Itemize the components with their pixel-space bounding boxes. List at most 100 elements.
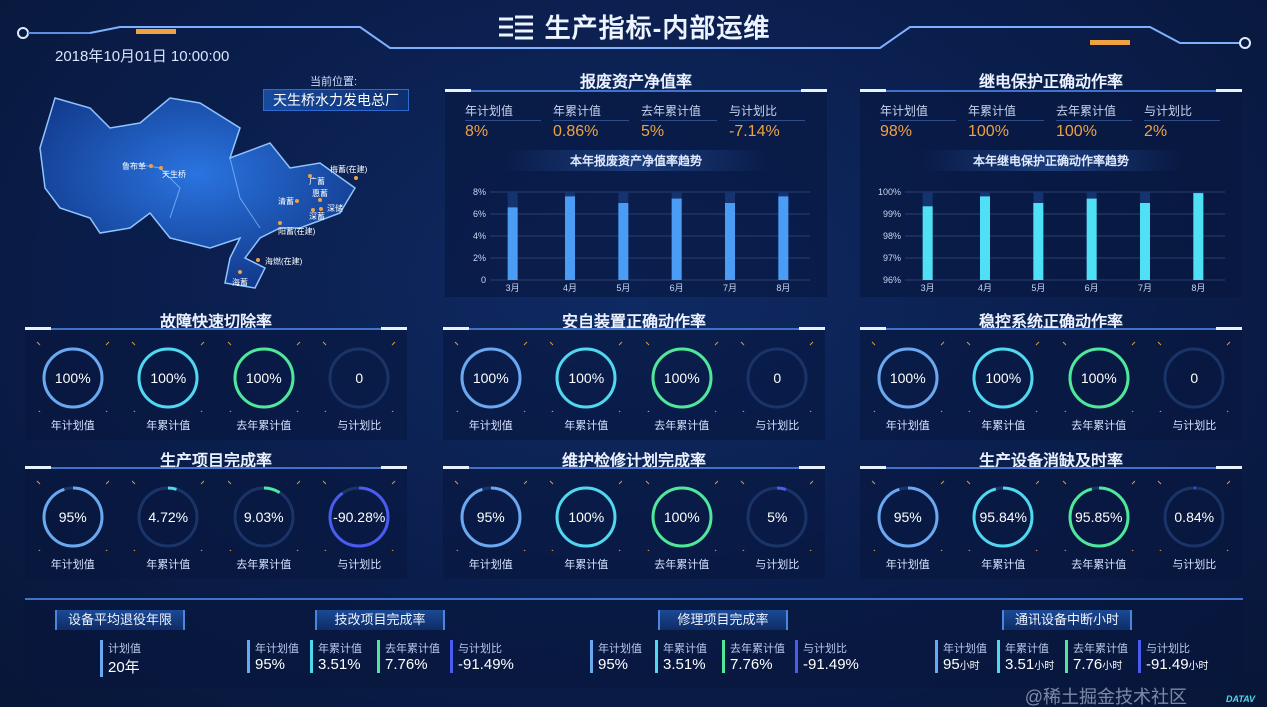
ring-value: -90.28% <box>333 509 386 525</box>
tick-mark <box>1131 549 1136 554</box>
ring-progress <box>555 347 617 409</box>
bar[interactable] <box>671 198 682 280</box>
tick-mark <box>200 410 205 415</box>
tick-mark <box>966 341 971 346</box>
panel-title: 继电保护正确动作率 <box>978 74 1123 91</box>
tick-mark <box>454 549 459 554</box>
region-map[interactable]: 鲁布革 天生桥 广蓄 惠蓄 清蓄 深蓄 深储 梅蓄(在建) 阳蓄(在建) 海燃(… <box>30 88 370 298</box>
tick-mark <box>454 341 459 346</box>
y-tick-label: 98% <box>883 231 901 241</box>
stat-label: 与计划比 <box>1146 643 1190 655</box>
stat-label: 年累计值 <box>1005 643 1049 655</box>
y-tick-label: 0 <box>481 275 486 285</box>
tick-mark <box>645 549 650 554</box>
map-place: 海蓄 <box>232 277 248 287</box>
tick-mark <box>1035 410 1040 415</box>
kpi-item: 年计划值 98% <box>880 102 968 141</box>
stat-item: 与计划比 -91.49% <box>795 640 859 673</box>
bar[interactable] <box>1193 193 1204 280</box>
bar[interactable] <box>1033 203 1044 280</box>
bar[interactable] <box>565 196 575 280</box>
ring-panel: 95% 年计划值 100% 年累计值 100% 去年累计值 5% 与计划比 <box>443 466 825 579</box>
ring-chart <box>549 480 623 554</box>
stat-label: 与计划比 <box>803 643 847 655</box>
ring-chart <box>322 480 396 554</box>
bar[interactable] <box>507 207 518 280</box>
stat-item: 年累计值 3.51小时 <box>997 640 1054 673</box>
ring-label: 去年累计值 <box>654 420 710 432</box>
chart-title: 本年继电保护正确动作率趋势 <box>920 150 1182 171</box>
location-selector[interactable]: 天生桥水力发电总厂 <box>263 89 409 111</box>
tick-mark <box>105 549 110 554</box>
stat-value: 95% <box>598 656 642 673</box>
section-title: 修理项目完成率 <box>658 610 788 630</box>
stat-value: 3.51小时 <box>1005 656 1054 673</box>
tick-mark <box>645 410 650 415</box>
stat-unit: 小时 <box>1188 661 1209 672</box>
ring-label: 去年累计值 <box>1071 420 1127 432</box>
section-title: 通讯设备中断小时 <box>1002 610 1132 630</box>
ring-label: 年累计值 <box>981 559 1026 571</box>
ring-value: 100% <box>472 370 509 386</box>
ring-value: 0 <box>773 370 782 386</box>
ring-gauge: 100% 去年累计值 <box>216 340 312 433</box>
header-decoration <box>17 26 1251 49</box>
kpi-value: -7.14% <box>729 123 780 140</box>
watermark: @稀土掘金技术社区 <box>1024 687 1187 707</box>
kpi-item: 去年累计值 100% <box>1056 102 1144 141</box>
stat-number: 95% <box>255 656 286 673</box>
ring-gauge: 95.84% 年累计值 <box>956 479 1052 572</box>
stat-label: 年累计值 <box>663 643 707 655</box>
kpi-value: 100% <box>1056 123 1097 140</box>
ring-panel: 100% 年计划值 100% 年累计值 100% 去年累计值 0 与计划比 <box>25 327 407 440</box>
y-tick-label: 99% <box>883 209 901 219</box>
stat-label: 去年累计值 <box>1073 643 1128 655</box>
ring-gauge: 100% 年计划值 <box>860 340 956 433</box>
tick-mark <box>105 341 110 346</box>
bar[interactable] <box>980 196 990 280</box>
kpi-label: 去年累计值 <box>1056 102 1132 121</box>
tick-mark <box>549 549 554 554</box>
tick-mark <box>966 549 971 554</box>
tick-mark <box>549 341 554 346</box>
tick-mark <box>523 549 528 554</box>
ring-panel: 95% 年计划值 95.84% 年累计值 95.85% 去年累计值 0.84% 与计划比 <box>860 466 1242 579</box>
ring-gauge: 100% 年计划值 <box>443 340 539 433</box>
y-tick-label: 97% <box>883 253 901 263</box>
stat-label: 与计划比 <box>458 643 502 655</box>
tick-mark <box>296 480 301 485</box>
tick-mark <box>200 480 205 485</box>
kpi-item: 年累计值 0.86% <box>553 102 641 141</box>
stat-value: -91.49小时 <box>1146 656 1209 673</box>
bar[interactable] <box>1086 198 1097 280</box>
ring-gauge: 95% 年计划值 <box>25 479 121 572</box>
map-place: 梅蓄(在建) <box>330 164 368 174</box>
ring-progress <box>746 486 808 548</box>
bar[interactable] <box>1140 203 1150 280</box>
bar[interactable] <box>725 203 735 280</box>
chart-title: 本年报废资产净值率趋势 <box>505 150 767 171</box>
stat-number: -91.49% <box>803 656 859 673</box>
map-place: 阳蓄(在建) <box>278 226 316 236</box>
panel-title: 生产设备消缺及时率 <box>978 453 1123 470</box>
tick-mark <box>714 549 719 554</box>
map-place: 惠蓄 <box>312 188 328 198</box>
ring-gauge: 100% 去年累计值 <box>634 340 730 433</box>
x-tick-label: 4月 <box>978 283 992 293</box>
bar[interactable] <box>922 206 933 280</box>
ring-value: 0 <box>355 370 364 386</box>
tick-mark <box>523 410 528 415</box>
tick-mark <box>1131 480 1136 485</box>
ring-value: 95% <box>893 509 922 525</box>
bar[interactable] <box>618 203 629 280</box>
bar[interactable] <box>778 196 789 280</box>
kpi-label: 与计划比 <box>729 102 805 121</box>
ring-gauge: -90.28% 与计划比 <box>312 479 408 572</box>
tick-mark <box>1157 341 1162 346</box>
ring-value: 0 <box>1190 370 1199 386</box>
ring-value: 100% <box>54 370 91 386</box>
ring-gauge: 9.03% 去年累计值 <box>216 479 312 572</box>
chart-panel: 年计划值 98% 年累计值 100% 去年累计值 100% 与计划比 2% 本年继电保护正确动作… <box>860 89 1242 297</box>
ring-value: 95% <box>476 509 505 525</box>
ring-gauge: 4.72% 年累计值 <box>121 479 217 572</box>
